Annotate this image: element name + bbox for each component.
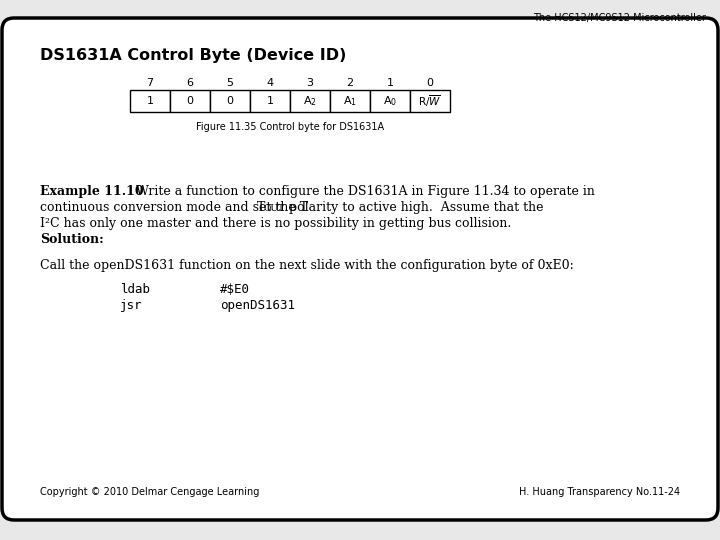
Text: ldab: ldab [120,283,150,296]
Text: 3: 3 [307,78,313,88]
Text: 2: 2 [346,78,354,88]
Text: H. Huang Transparency No.11-24: H. Huang Transparency No.11-24 [519,487,680,497]
Text: continuous conversion mode and set the T: continuous conversion mode and set the T [40,201,308,214]
Bar [210,90,250,112]
Text: polarity to active high.  Assume that the: polarity to active high. Assume that the [285,201,544,214]
Bar [290,90,330,112]
Text: 6: 6 [186,78,194,88]
Text: 0: 0 [227,96,233,106]
Text: Call the openDS1631 function on the next slide with the configuration byte of 0x: Call the openDS1631 function on the next… [40,259,574,272]
Bar [330,90,370,112]
FancyBboxPatch shape [2,18,718,520]
Text: The HCS12/MC9S12 Microcontroller: The HCS12/MC9S12 Microcontroller [533,13,706,23]
Text: Copyright © 2010 Delmar Cengage Learning: Copyright © 2010 Delmar Cengage Learning [40,487,259,497]
Bar [250,90,290,112]
Bar [170,90,210,112]
Text: 1: 1 [387,78,394,88]
Text: 7: 7 [146,78,153,88]
Text: A$_0$: A$_0$ [383,94,397,108]
Text: jsr: jsr [120,299,143,312]
Text: #$E0: #$E0 [220,283,250,296]
Text: 0: 0 [426,78,433,88]
Text: A$_1$: A$_1$ [343,94,357,108]
Text: Write a function to configure the DS1631A in Figure 11.34 to operate in: Write a function to configure the DS1631… [132,185,595,198]
Text: OUT: OUT [264,204,285,213]
Text: T: T [257,201,265,214]
Bar [130,90,170,112]
Text: R/$\overline{W}$: R/$\overline{W}$ [418,93,441,109]
Bar [410,90,450,112]
Text: 5: 5 [227,78,233,88]
Text: 1: 1 [146,96,153,106]
Text: A$_2$: A$_2$ [303,94,317,108]
Text: DS1631A Control Byte (Device ID): DS1631A Control Byte (Device ID) [40,48,346,63]
Text: I²C has only one master and there is no possibility in getting bus collision.: I²C has only one master and there is no … [40,217,511,230]
Text: Solution:: Solution: [40,233,104,246]
Text: 0: 0 [186,96,194,106]
Text: 4: 4 [266,78,274,88]
Text: Example 11.10: Example 11.10 [40,185,143,198]
Text: 1: 1 [266,96,274,106]
Text: openDS1631: openDS1631 [220,299,295,312]
Bar [370,90,410,112]
Text: Figure 11.35 Control byte for DS1631A: Figure 11.35 Control byte for DS1631A [196,122,384,132]
